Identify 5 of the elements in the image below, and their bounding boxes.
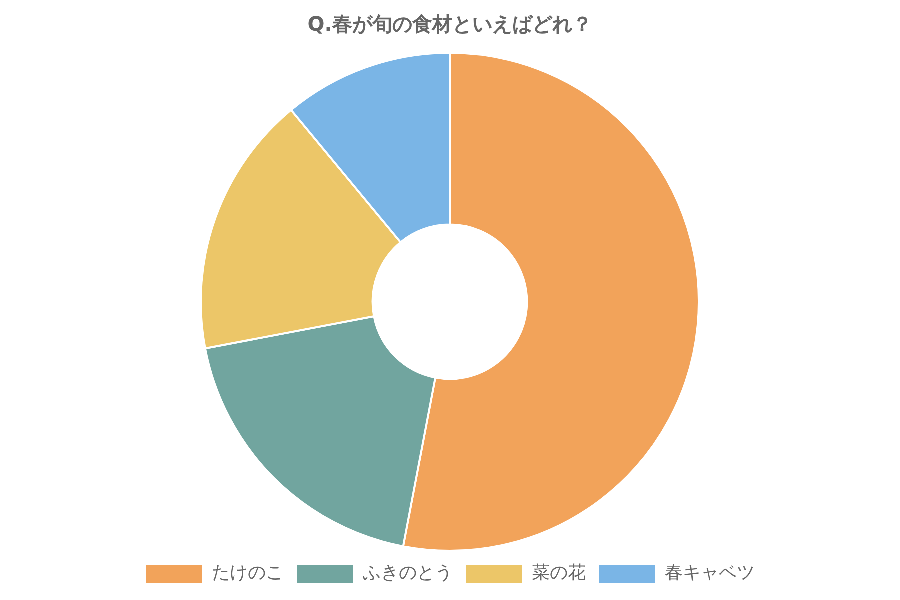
- legend-label: 春キャベツ: [665, 562, 755, 584]
- legend-label: 菜の花: [532, 562, 586, 584]
- legend-label: ふきのとう: [362, 562, 453, 584]
- legend-label: たけのこ: [212, 562, 284, 584]
- chart-title: Q.春が旬の食材といえばどれ？: [308, 12, 592, 36]
